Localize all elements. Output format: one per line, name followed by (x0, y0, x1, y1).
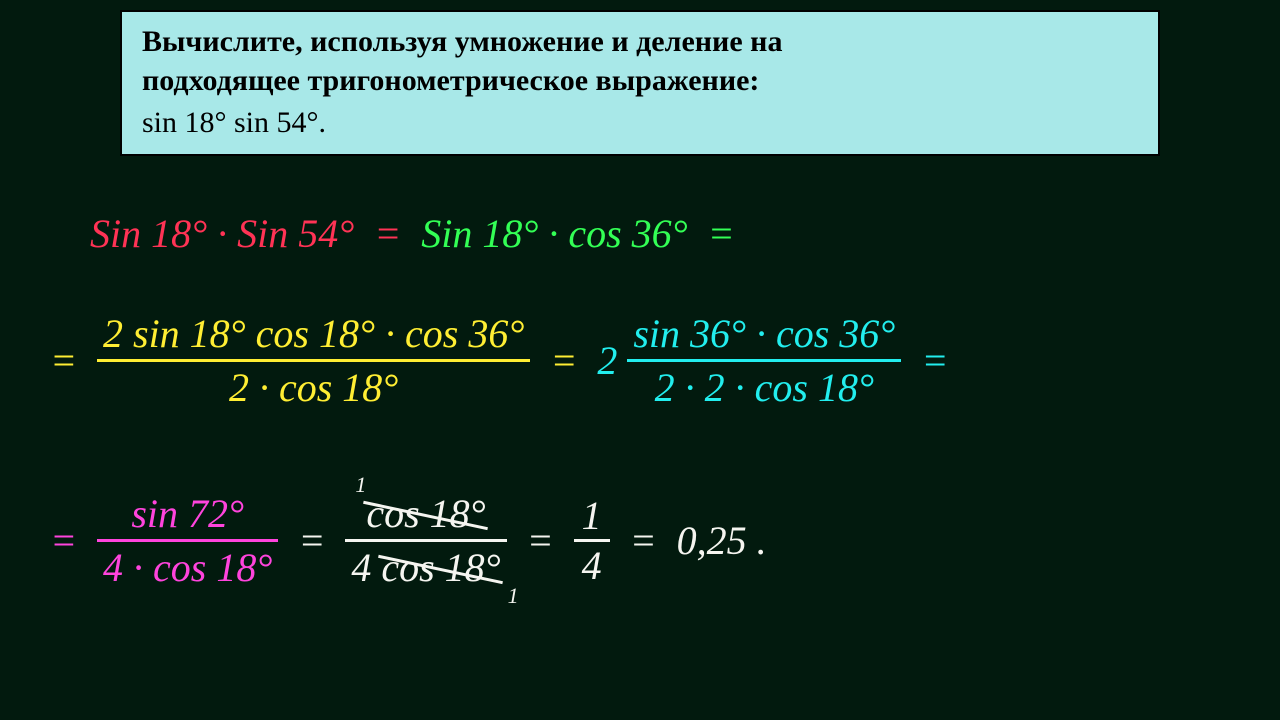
solution-line-1: Sin 18° · Sin 54° = Sin 18° · cos 36° = (90, 210, 745, 257)
line3-sup-top: 1 (355, 472, 366, 498)
line2-cyan-num: sin 36° · cos 36° (627, 310, 901, 359)
line3-white-den-strike: cos 18° (381, 544, 500, 591)
line2-yellow-den: 2 · cos 18° (97, 359, 530, 411)
line3-1-4-den: 4 (574, 539, 610, 589)
line3-white-num: cos 18° (345, 490, 506, 539)
line1-green: Sin 18° · cos 36° (421, 211, 687, 256)
line2-cyan-lead: 2 (597, 338, 617, 383)
line2-cyan-den-cos: cos 18° (755, 365, 874, 410)
line1-red: Sin 18° · Sin 54° (90, 211, 354, 256)
solution-line-3: = sin 72° 4 · cos 18° = 1 cos 18° 4 cos … (40, 490, 767, 591)
line3-eq-mid: = (288, 518, 335, 563)
line3-eq-final: = (620, 518, 667, 563)
problem-expression: sin 18° sin 54°. (142, 106, 1138, 140)
line3-white-fraction: 1 cos 18° 4 cos 18° 1 (345, 490, 506, 591)
line3-one-quarter: 1 4 (574, 492, 610, 589)
line2-yellow-fraction: 2 sin 18° cos 18° · cos 36° 2 · cos 18° (97, 310, 530, 411)
line2-eq-tail: = (911, 338, 958, 383)
line3-white-num-strike: cos 18° (366, 490, 485, 537)
line2-eq-lead: = (40, 338, 87, 383)
line3-magenta-fraction: sin 72° 4 · cos 18° (97, 490, 278, 591)
line2-yellow-num: 2 sin 18° cos 18° · cos 36° (97, 310, 530, 359)
line3-eq-after: = (517, 518, 564, 563)
line3-1-4-num: 1 (574, 492, 610, 539)
problem-title: Вычислите, используя умножение и деление… (142, 22, 1138, 100)
problem-title-line1: Вычислите, используя умножение и деление… (142, 25, 782, 58)
problem-title-line2: подходящее тригонометрическое выражение: (142, 64, 759, 97)
solution-line-2: = 2 sin 18° cos 18° · cos 36° 2 · cos 18… (40, 310, 958, 411)
line1-eq1: = (364, 211, 411, 256)
line1-eq2: = (698, 211, 745, 256)
line3-white-den: 4 cos 18° (345, 539, 506, 591)
line3-magenta-den: 4 · cos 18° (97, 539, 278, 591)
line3-result: 0,25 . (677, 518, 767, 563)
line2-eq-mid: = (540, 338, 587, 383)
line2-cyan-den: 2 · 2 · cos 18° (627, 359, 901, 411)
line2-cyan-den-pre: 2 · 2 · (655, 365, 755, 410)
line3-magenta-num: sin 72° (97, 490, 278, 539)
problem-statement-box: Вычислите, используя умножение и деление… (120, 10, 1160, 156)
line2-cyan-fraction: sin 36° · cos 36° 2 · 2 · cos 18° (627, 310, 901, 411)
line3-sup-bot: 1 (508, 583, 519, 609)
line3-eq-lead: = (40, 518, 87, 563)
line3-white-den-4: 4 (351, 545, 381, 590)
